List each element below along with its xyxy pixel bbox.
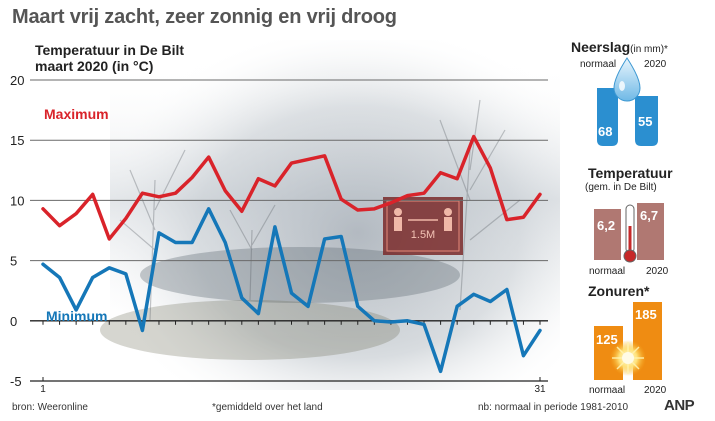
sign-label: 1.5M: [411, 229, 435, 241]
grid: [30, 79, 548, 325]
neerslag-2020-value: 55: [638, 114, 653, 129]
y-tick-label: 5: [10, 254, 17, 269]
temperatuur-sub: (gem. in De Bilt): [585, 182, 657, 193]
temperatuur-title: Temperatuur: [588, 165, 673, 181]
zonuren-2020-value: 185: [635, 307, 657, 322]
x-tick-label: 31: [534, 384, 546, 395]
source-note: bron: Weeronline: [12, 402, 88, 413]
temperatuur-label-year: 2020: [646, 266, 669, 277]
legend-minimum: Minimum: [46, 308, 107, 324]
zonuren-title: Zonuren*: [588, 283, 650, 299]
background-photo: [100, 40, 560, 390]
series-line-minimum: [41, 207, 542, 374]
zonuren-normaal-value: 125: [596, 332, 618, 347]
average-note: *gemiddeld over het land: [212, 402, 323, 413]
period-note: nb: normaal in periode 1981-2010: [478, 402, 629, 413]
y-axis: 20 15 10 5 0 -5: [10, 73, 24, 389]
neerslag-unit: (in mm)*: [630, 44, 668, 55]
neerslag-label-normaal: normaal: [580, 59, 617, 70]
neerslag-title: Neerslag(in mm)*: [571, 39, 668, 55]
neerslag-title-text: Neerslag: [571, 39, 631, 55]
y-tick-label: -5: [10, 374, 22, 389]
temperatuur-2020-bar: [637, 203, 664, 260]
temperatuur-label-normaal: normaal: [589, 266, 626, 277]
x-axis: 1 31: [30, 377, 548, 395]
temperatuur-normaal-value: 6,2: [597, 218, 616, 233]
neerslag-normaal-bar: [597, 88, 618, 146]
y-tick-label: 15: [10, 133, 24, 148]
zonuren-label-normaal: normaal: [589, 385, 626, 396]
distance-sign: 1.5M: [383, 197, 463, 255]
x-tick-label: 1: [40, 384, 46, 395]
temperatuur-2020-value: 6,7: [640, 208, 659, 223]
neerslag-normaal-value: 68: [598, 124, 613, 139]
series-line-maximum: [41, 134, 542, 241]
y-tick-label: 10: [10, 193, 24, 208]
neerslag-2020-bar: [635, 96, 658, 146]
anp-logo: ANP: [664, 397, 695, 414]
droplet-icon: [613, 57, 641, 102]
zonuren-label-year: 2020: [644, 385, 667, 396]
temperatuur-panel: [594, 203, 664, 263]
series: Maximum Minimum: [41, 106, 542, 374]
headline: Maart vrij zacht, zeer zonnig en vrij dr…: [12, 6, 397, 28]
neerslag-label-year: 2020: [644, 59, 667, 70]
chart-title: Temperatuur in De Bilt maart 2020 (in °C…: [35, 42, 185, 74]
legend-maximum: Maximum: [44, 106, 109, 122]
temperatuur-normaal-bar: [594, 209, 621, 260]
neerslag-panel: [597, 57, 658, 146]
y-tick-label: 0: [10, 314, 17, 329]
y-tick-label: 20: [10, 73, 24, 88]
zonuren-panel: [594, 302, 662, 380]
